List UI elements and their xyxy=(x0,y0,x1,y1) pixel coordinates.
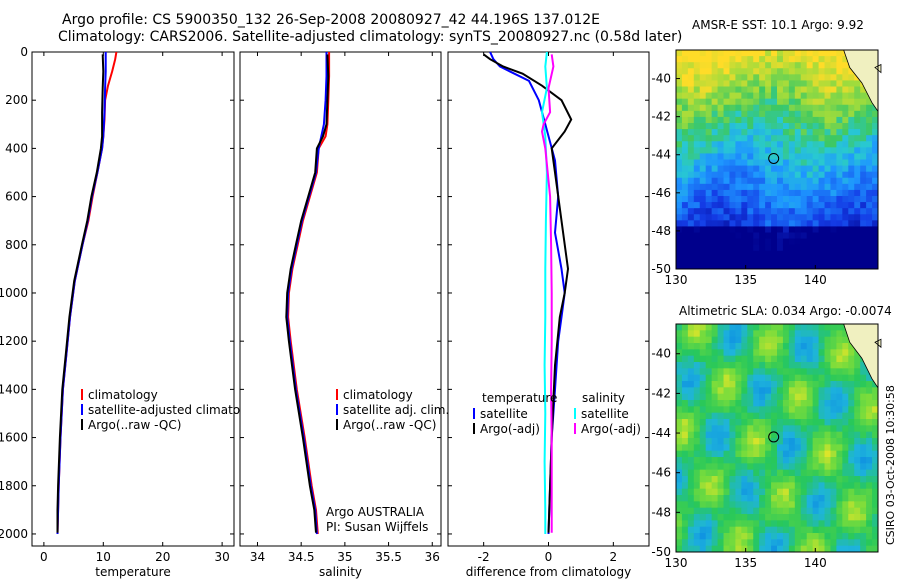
map-frame xyxy=(675,49,879,270)
x-axis-label: difference from climatology xyxy=(466,565,632,579)
x-tick-label: 140 xyxy=(804,556,827,570)
plot-frame xyxy=(447,51,650,547)
title-line-1: Argo profile: CS 5900350_132 26-Sep-2008… xyxy=(62,12,600,28)
y-tick-label: -40 xyxy=(651,347,671,361)
y-tick-label: -44 xyxy=(651,426,671,440)
y-tick-label: -48 xyxy=(651,224,671,238)
x-tick-label: 135 xyxy=(734,556,757,570)
x-tick-label: 34 xyxy=(250,550,265,564)
series-line-4 xyxy=(540,54,555,533)
legend-label: satellite xyxy=(581,407,629,421)
annotation-text: PI: Susan Wijffels xyxy=(326,520,428,534)
legend-label: climatology xyxy=(88,388,158,402)
y-tick-label: -50 xyxy=(651,545,671,559)
series-line-3 xyxy=(56,54,105,533)
x-tick-label: 0 xyxy=(545,550,553,564)
y-tick-label: -44 xyxy=(651,148,671,162)
x-tick-label: 130 xyxy=(665,273,688,287)
y-tick-label: -48 xyxy=(651,505,671,519)
x-tick-label: 30 xyxy=(214,550,229,564)
heatmap-cells xyxy=(676,324,878,552)
title-line-2: Climatology: CARS2006. Satellite-adjuste… xyxy=(58,29,683,45)
legend-label: satellite adj. clim. xyxy=(343,403,449,417)
series-line-3 xyxy=(540,51,548,534)
x-tick-label: 35.5 xyxy=(375,550,402,564)
plot-frame xyxy=(31,51,235,547)
argo-location-marker xyxy=(768,431,780,443)
x-tick-label: 2 xyxy=(610,550,618,564)
legend-label: climatology xyxy=(343,388,413,402)
y-tick-label: -42 xyxy=(651,110,671,124)
sst-map: 130 135 140 -40 -42 -44 -46 -48 -50 xyxy=(651,49,882,287)
y-tick-label: -46 xyxy=(651,466,671,480)
x-axis-label: salinity xyxy=(319,565,362,579)
x-tick-label: 34.5 xyxy=(288,550,315,564)
legend-title-salinity: salinity xyxy=(582,391,625,405)
x-tick-label: -2 xyxy=(478,550,490,564)
series-line-3 xyxy=(285,54,330,533)
legend-label: Argo(..raw -QC) xyxy=(88,418,181,432)
x-tick-label: 130 xyxy=(665,556,688,570)
map-frame xyxy=(675,323,879,553)
y-tick-label: -46 xyxy=(651,186,671,200)
y-tick-label: 2000 xyxy=(0,527,28,541)
sla-map: 130 135 140 -40 -42 -44 -46 -48 -50 xyxy=(651,323,882,570)
x-tick-label: 10 xyxy=(96,550,111,564)
series-line-2 xyxy=(483,53,573,533)
annotation-text: Argo AUSTRALIA xyxy=(326,505,425,519)
y-tick-label: -40 xyxy=(651,72,671,86)
y-tick-label: 1200 xyxy=(0,334,28,348)
legend-label: Argo(-adj) xyxy=(581,422,641,436)
heatmap-cells xyxy=(676,50,878,269)
x-axis-label: temperature xyxy=(95,565,170,579)
y-tick-label: 1400 xyxy=(0,382,28,396)
legend-label: Argo(..raw -QC) xyxy=(343,418,436,432)
argo-location-marker xyxy=(768,152,780,164)
y-tick-label: 0 xyxy=(20,45,28,59)
sst-map-title: AMSR-E SST: 10.1 Argo: 9.92 xyxy=(692,18,864,32)
legend-label: satellite xyxy=(480,407,528,421)
y-tick-label: 1800 xyxy=(0,479,28,493)
x-tick-label: 135 xyxy=(734,273,757,287)
profile-panel-2: 34 34.5 35 35.5 36 salinity climatologysatelli… xyxy=(239,51,449,579)
x-tick-label: 36 xyxy=(425,550,440,564)
y-tick-label: 800 xyxy=(5,238,28,252)
profile-panel-1: 0 200 400 600 800 1000 1200 1400 1600 1800 2000 0 10… xyxy=(0,45,266,579)
x-tick-label: 0 xyxy=(40,550,48,564)
legend-title-temperature: temperature xyxy=(482,391,557,405)
x-tick-label: 20 xyxy=(155,550,170,564)
y-tick-label: 200 xyxy=(5,93,28,107)
sla-map-title: Altimetric SLA: 0.034 Argo: -0.0074 xyxy=(679,304,892,318)
legend-label: Argo(-adj) xyxy=(480,422,540,436)
y-tick-label: 1600 xyxy=(0,431,28,445)
y-tick-label: -42 xyxy=(651,386,671,400)
y-tick-label: -50 xyxy=(651,262,671,276)
x-tick-label: 140 xyxy=(804,273,827,287)
y-tick-label: 1000 xyxy=(0,286,28,300)
legend-label: satellite-adjusted climatology xyxy=(88,403,266,417)
y-tick-label: 400 xyxy=(5,141,28,155)
x-tick-label: 35 xyxy=(337,550,352,564)
plot-frame xyxy=(239,51,442,547)
y-tick-label: 600 xyxy=(5,190,28,204)
